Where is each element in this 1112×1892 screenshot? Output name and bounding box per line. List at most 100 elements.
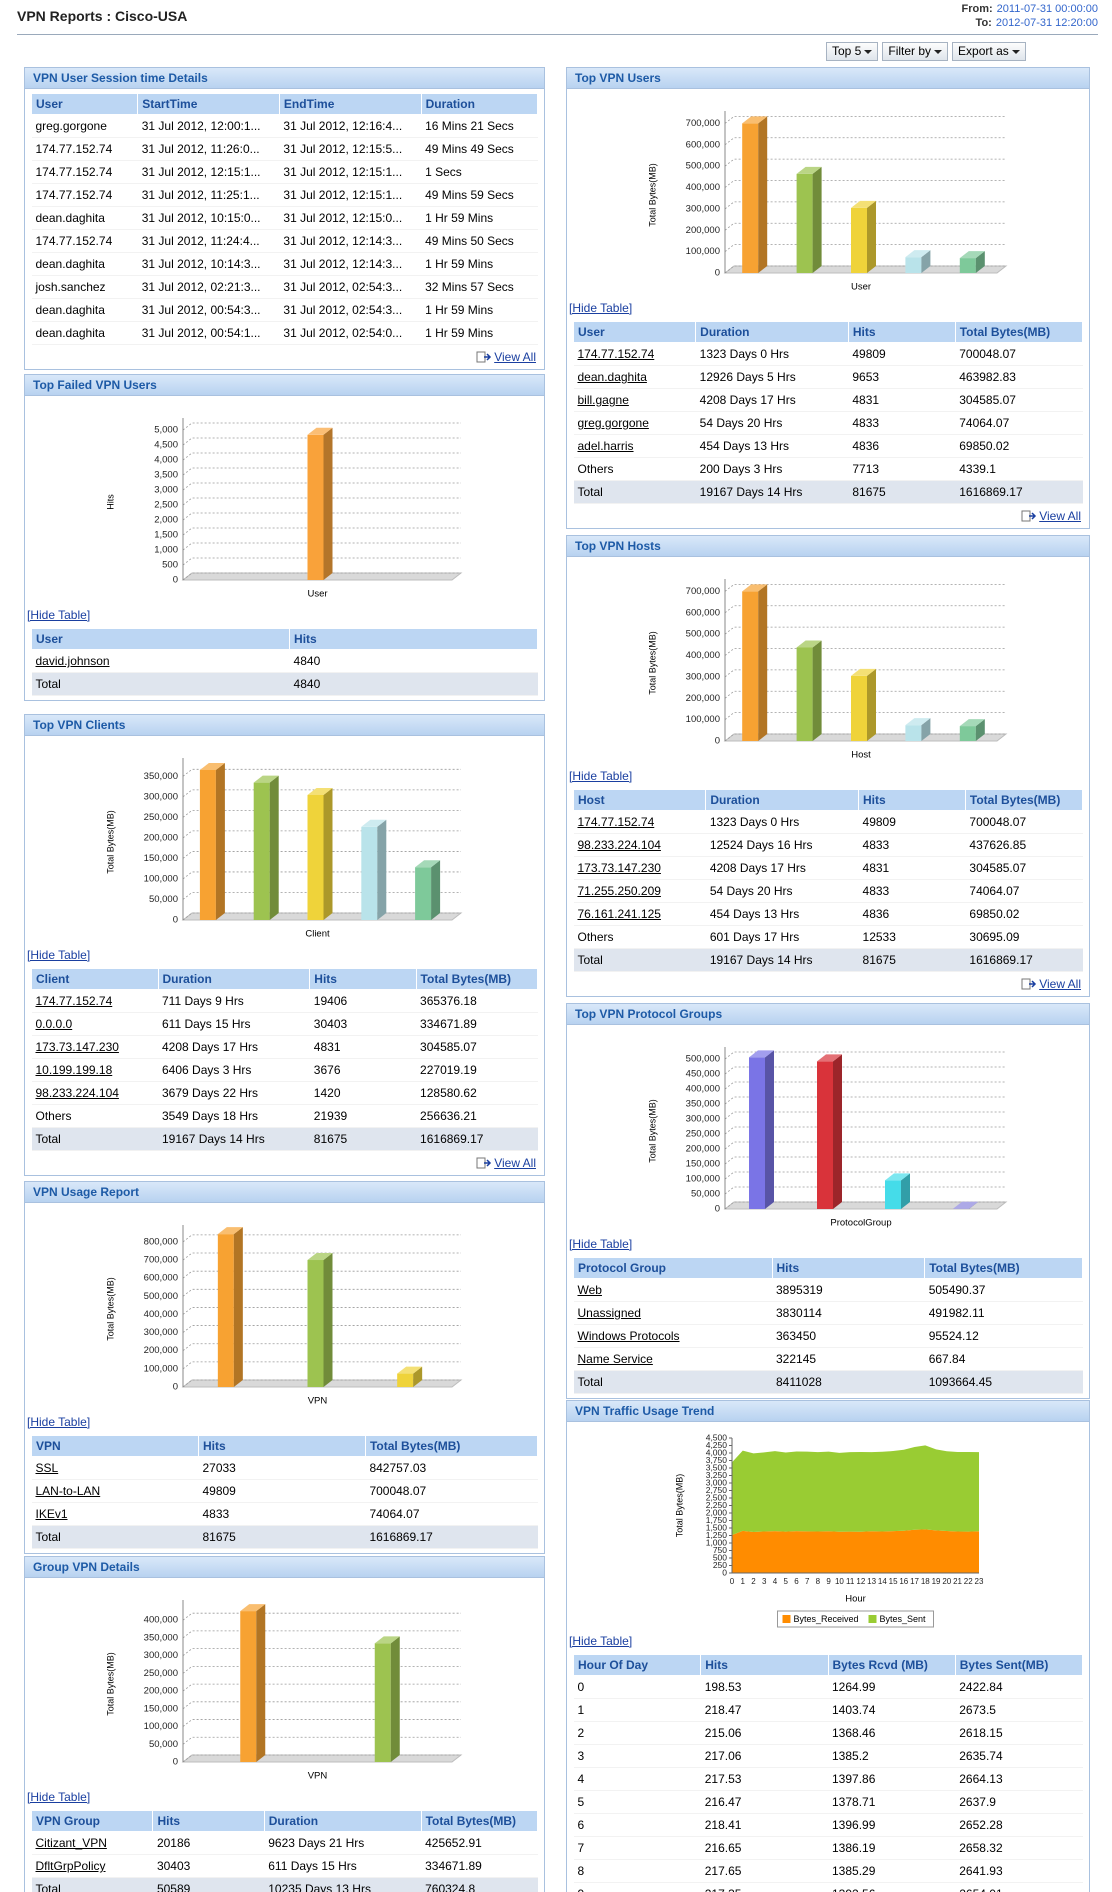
hide-table-link[interactable]: [Hide Table] — [27, 608, 91, 622]
hide-table-link[interactable]: [Hide Table] — [569, 1237, 633, 1251]
hide-table-link[interactable]: [Hide Table] — [569, 769, 633, 783]
table-cell: 69850.02 — [965, 902, 1083, 926]
header-rule — [17, 34, 1098, 35]
grid-line — [182, 1701, 461, 1710]
table-link[interactable]: bill.gagne — [577, 393, 629, 407]
table-link[interactable]: 10.199.199.18 — [35, 1063, 113, 1077]
table-link[interactable]: david.johnson — [35, 654, 110, 668]
chart: 02505007501,0001,2501,5001,7502,0002,250… — [674, 1432, 984, 1628]
table-link[interactable]: 174.77.152.74 — [577, 815, 655, 829]
hide-table-link[interactable]: [Hide Table] — [27, 1790, 91, 1804]
hide-table-link[interactable]: [Hide Table] — [27, 948, 91, 962]
row: 7 216.65 1386.19 2658.32 — [573, 1836, 1083, 1860]
table-link[interactable]: IKEv1 — [35, 1507, 68, 1521]
bar-top — [397, 1366, 423, 1374]
y-tick-label: 400,000 — [686, 650, 720, 661]
table-cell: 463982.83 — [955, 365, 1083, 389]
filter-button[interactable]: Filter by — [882, 42, 949, 61]
table-cell: dean.daghita — [573, 365, 696, 389]
table-link[interactable]: 173.73.147.230 — [577, 861, 661, 875]
table-link[interactable]: 76.161.241.125 — [577, 907, 661, 921]
table-cell: 667.84 — [924, 1347, 1083, 1371]
view-all-link[interactable]: View All — [494, 349, 536, 364]
table-cell: bill.gagne — [573, 388, 696, 412]
table-cell: 4208 Days 17 Hrs — [695, 388, 849, 412]
table-link[interactable]: dean.daghita — [577, 370, 647, 384]
bar — [905, 725, 922, 741]
view-all-link[interactable]: View All — [494, 1155, 536, 1170]
y-tick-label: 50,000 — [149, 894, 178, 905]
hide-table-link[interactable]: [Hide Table] — [569, 301, 633, 315]
table-link[interactable]: 98.233.224.104 — [577, 838, 661, 852]
table-link[interactable]: greg.gorgone — [577, 416, 649, 430]
row: 98.233.224.104 3679 Days 22 Hrs 1420 128580… — [31, 1081, 538, 1105]
row: 0 198.53 1264.99 2422.84 — [573, 1675, 1083, 1699]
table-link[interactable]: 174.77.152.74 — [35, 994, 113, 1008]
icon-page — [476, 351, 486, 363]
panel: Top VPN Clients 0 50,000 100,000 150,000 200,… — [24, 714, 545, 1176]
table-cell: 174.77.152.74 — [31, 160, 138, 184]
x-tick-label: 3 — [762, 1577, 767, 1586]
y-tick-label: 500,000 — [144, 1291, 178, 1302]
table-link[interactable]: Citizant_VPN — [35, 1836, 107, 1850]
header-row: User Hits — [30, 628, 538, 650]
table-link[interactable]: Unassigned — [577, 1306, 641, 1320]
y-tick-label: 3,250 — [706, 1470, 728, 1480]
y-tick-label: 0 — [173, 1382, 178, 1393]
table-link[interactable]: LAN-to-LAN — [35, 1484, 101, 1498]
y-tick-label: 400,000 — [686, 182, 720, 193]
table-link[interactable]: SSL — [35, 1461, 59, 1475]
grid-line — [724, 1096, 1006, 1105]
bar-side — [765, 1050, 774, 1209]
table-link[interactable]: 173.73.147.230 — [35, 1040, 119, 1054]
table-cell: 4831 — [848, 388, 956, 412]
table-link[interactable]: 71.255.250.209 — [577, 884, 661, 898]
y-tick-label: 1,500 — [154, 530, 178, 541]
hide-table-link[interactable]: [Hide Table] — [27, 1415, 91, 1429]
bar — [796, 647, 813, 741]
table-link[interactable]: Windows Protocols — [577, 1329, 680, 1343]
table-link[interactable]: 174.77.152.74 — [577, 347, 655, 361]
hide-table-link[interactable]: [Hide Table] — [569, 1634, 633, 1648]
bar — [742, 123, 759, 273]
table-cell: 30403 — [309, 1012, 417, 1036]
column-header: Hits — [197, 1435, 366, 1457]
table-link[interactable]: DfltGrpPolicy — [35, 1859, 106, 1873]
table-link[interactable]: 0.0.0.0 — [35, 1017, 73, 1031]
table-link[interactable]: 98.233.224.104 — [35, 1086, 119, 1100]
to-value: 2012-07-31 12:20:00 — [995, 17, 1098, 29]
panel-title: Group VPN Details — [25, 1557, 544, 1578]
view-all-link[interactable]: View All — [1039, 976, 1081, 991]
table-link[interactable]: Web — [577, 1283, 602, 1297]
bar-side — [233, 1227, 243, 1387]
grid-line — [182, 1630, 461, 1639]
table-cell: 74064.07 — [365, 1502, 538, 1526]
table-cell: 3 — [573, 1744, 701, 1768]
row: 3 217.06 1385.2 2635.74 — [573, 1744, 1083, 1768]
table-cell: 256636.21 — [416, 1104, 538, 1128]
chart: 0 50,000 100,000 150,000 200,000 250,000 300,0… — [105, 758, 463, 940]
header-row: User Duration Hits Total Bytes(MB) — [572, 321, 1084, 343]
chart: 0 100,000 200,000 300,000 400,000 500,000 600,… — [647, 579, 1008, 761]
top-n-button[interactable]: Top 5 — [826, 42, 879, 61]
view-all-link[interactable]: View All — [1039, 508, 1081, 523]
table-cell: 227019.19 — [416, 1058, 538, 1082]
table-cell: 4833 — [198, 1502, 366, 1526]
legend-box — [777, 1610, 934, 1628]
y-tick-label: 400,000 — [144, 1309, 178, 1320]
table-link[interactable]: Name Service — [577, 1352, 653, 1366]
row: dean.daghita 12926 Days 5 Hrs 9653 463982.8… — [573, 365, 1083, 389]
table-link[interactable]: adel.harris — [577, 439, 634, 453]
y-tick-label: 2,500 — [706, 1492, 728, 1502]
table-cell: 0.0.0.0 — [31, 1012, 158, 1036]
column-header: Hits — [309, 968, 417, 990]
table-cell: Others — [31, 1104, 158, 1128]
bar-side — [812, 640, 822, 741]
export-button[interactable]: Export as — [952, 42, 1026, 61]
table-cell: 505490.37 — [924, 1278, 1083, 1302]
table-cell: 2658.32 — [955, 1836, 1083, 1860]
others-row: Others 3549 Days 18 Hrs 21939 256636.21 — [31, 1104, 538, 1128]
grid-line — [182, 1612, 461, 1621]
table-cell: 31 Jul 2012, 11:25:1... — [137, 183, 280, 207]
table-cell: 9623 Days 21 Hrs — [264, 1831, 422, 1855]
